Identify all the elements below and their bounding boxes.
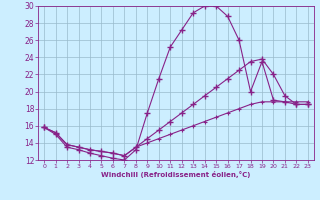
X-axis label: Windchill (Refroidissement éolien,°C): Windchill (Refroidissement éolien,°C) <box>101 171 251 178</box>
